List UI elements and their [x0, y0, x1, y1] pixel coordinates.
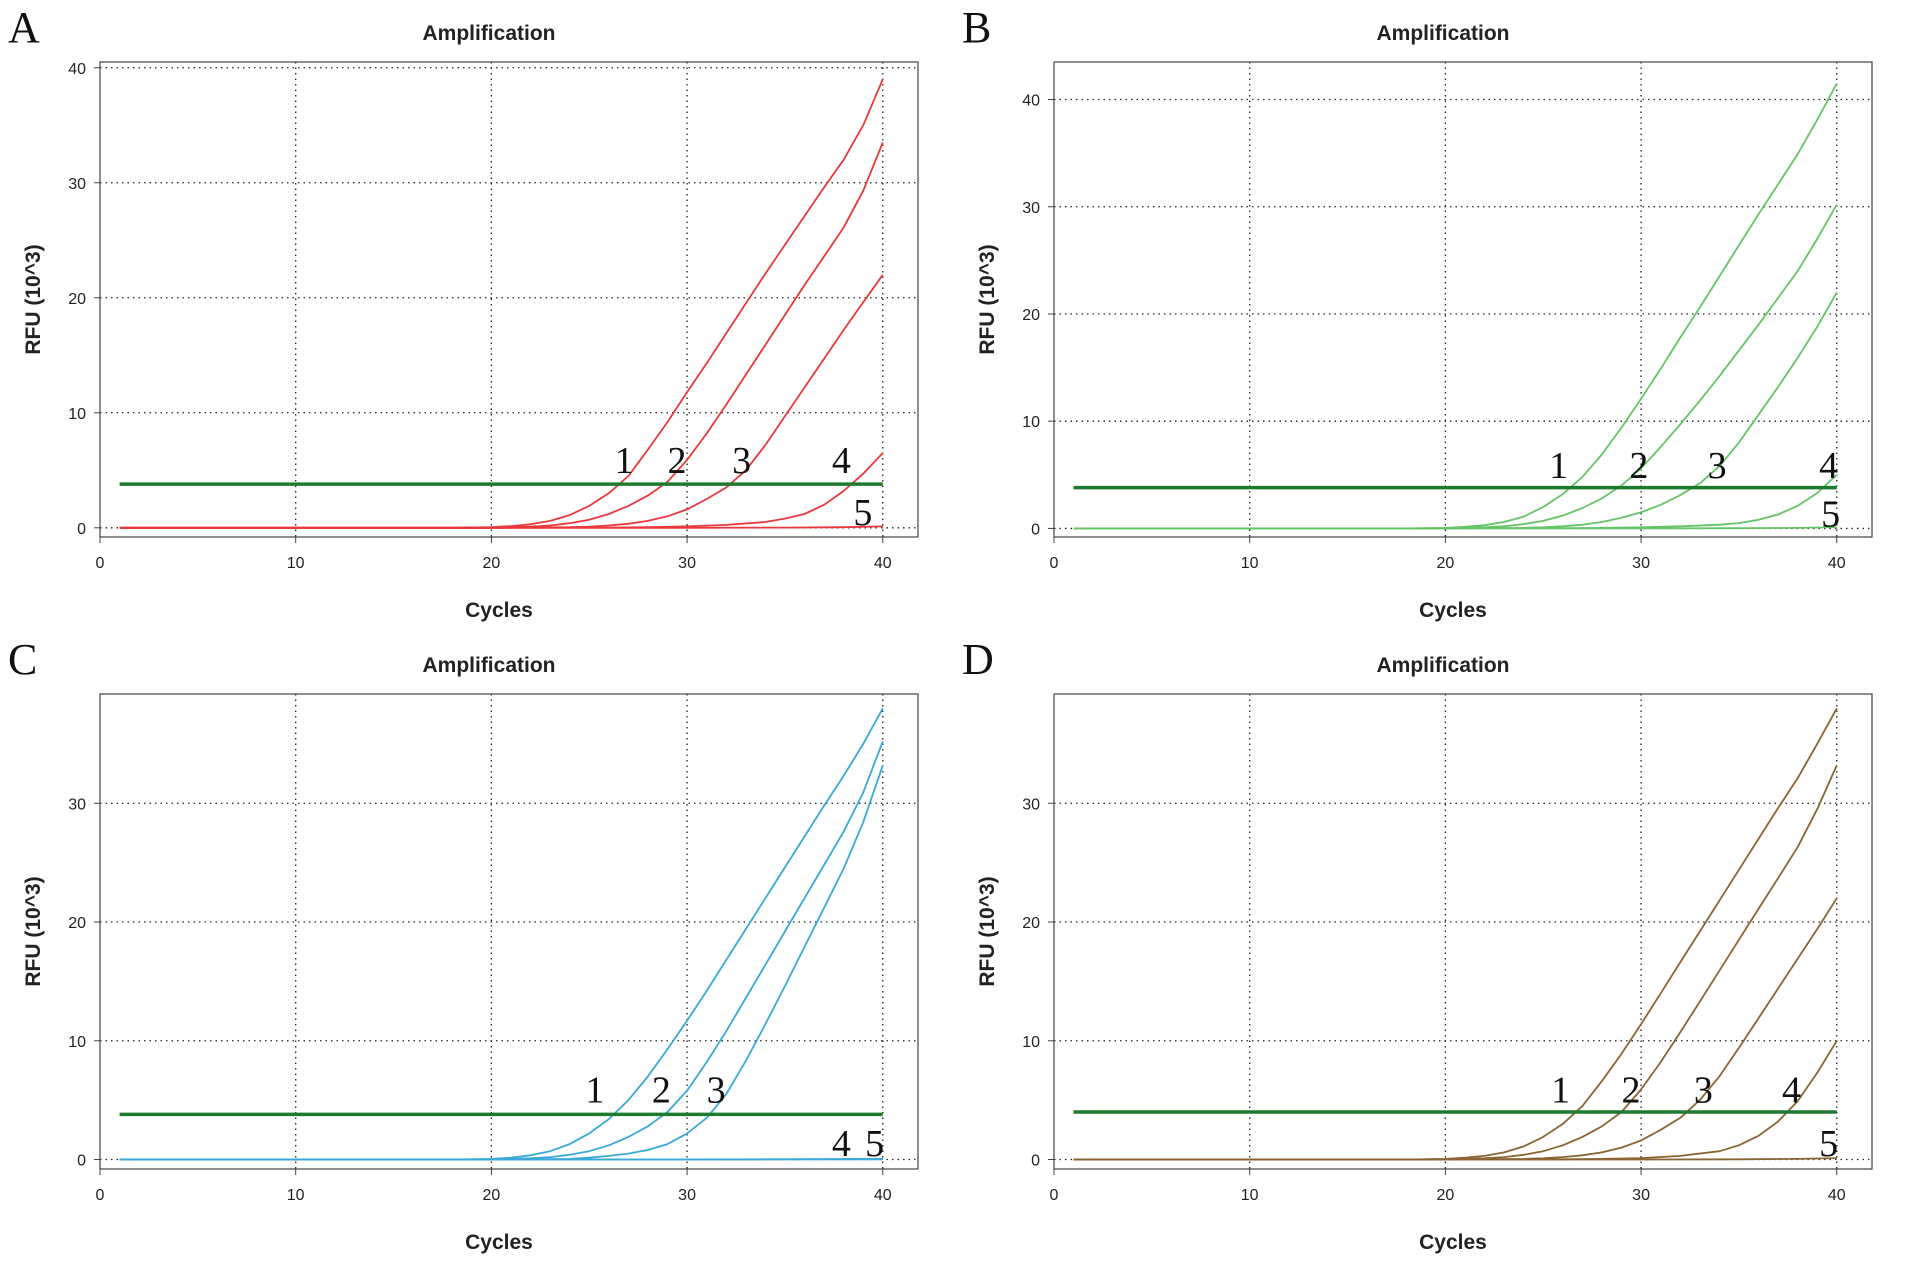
chart-panel-a: A Amplification 0 10 20 30 40 0 10 20 30 40 Cycles RF…	[0, 0, 954, 632]
x-tick-label: 20	[1436, 1187, 1454, 1204]
amplification-curve-3	[119, 274, 884, 529]
amplification-curve-4	[1073, 1040, 1838, 1161]
amplification-curve-1	[119, 707, 884, 1161]
curve-number-label: 2	[668, 440, 687, 482]
curve-number-label: 3	[1708, 445, 1727, 487]
chart-svg-b: B Amplification 0 10 20 30 40 0 10 20 30 40 Cycles RF…	[962, 3, 1873, 622]
y-tick-label: 10	[1022, 1034, 1040, 1051]
amplification-curve-2	[1073, 764, 1838, 1161]
amplification-curve-2	[119, 741, 884, 1161]
curve-number-label: 1	[1549, 445, 1568, 487]
x-axis-label: Cycles	[465, 1231, 533, 1254]
amplification-curve-3	[1073, 292, 1838, 530]
x-tick-label: 30	[678, 555, 696, 572]
y-axis-label: RFU (10^3)	[22, 244, 45, 354]
chart-title: Amplification	[422, 654, 555, 677]
amplification-curve-2	[119, 142, 884, 529]
amplification-curve-1	[1073, 707, 1838, 1161]
amplification-curve-1	[119, 78, 884, 529]
plot-frame	[99, 693, 919, 1170]
curve-number-label: 1	[1551, 1070, 1570, 1112]
amplification-curve-3	[119, 765, 884, 1161]
x-tick-label: 10	[287, 1187, 305, 1204]
x-tick-label: 0	[1050, 1187, 1059, 1204]
x-tick-label: 0	[96, 1187, 105, 1204]
x-tick-label: 0	[96, 555, 105, 572]
curve-number-label: 4	[832, 1123, 851, 1165]
amplification-curve-3	[1073, 897, 1838, 1161]
chart-svg-d: D Amplification 0 10 20 30 40 0 10 20 30 Cycles RFU …	[962, 635, 1873, 1254]
y-tick-label: 40	[1022, 93, 1040, 110]
curve-number-label: 4	[1782, 1070, 1801, 1112]
plot-frame	[1053, 693, 1873, 1170]
y-tick-label: 30	[68, 796, 86, 813]
x-tick-label: 20	[482, 1187, 500, 1204]
x-axis-label: Cycles	[465, 599, 533, 622]
x-tick-label: 40	[1828, 1187, 1846, 1204]
y-axis-label: RFU (10^3)	[22, 876, 45, 986]
y-axis-label: RFU (10^3)	[976, 876, 999, 986]
curve-number-label: 1	[585, 1070, 604, 1112]
chart-svg-c: C Amplification 0 10 20 30 40 0 10 20 30 Cycles RFU …	[8, 635, 919, 1254]
x-axis-label: Cycles	[1419, 599, 1487, 622]
x-axis-label: Cycles	[1419, 1231, 1487, 1254]
y-tick-label: 10	[1022, 414, 1040, 431]
panel-label: D	[962, 635, 994, 684]
x-tick-label: 0	[1050, 555, 1059, 572]
x-tick-label: 30	[1632, 1187, 1650, 1204]
y-tick-label: 30	[1022, 796, 1040, 813]
curve-number-label: 5	[853, 492, 872, 534]
curve-number-label: 3	[1694, 1070, 1713, 1112]
y-tick-label: 0	[1031, 521, 1040, 538]
y-tick-label: 20	[68, 915, 86, 932]
chart-title: Amplification	[422, 22, 555, 45]
amplification-curve-1	[1073, 82, 1838, 530]
x-tick-label: 10	[287, 555, 305, 572]
chart-panel-b: B Amplification 0 10 20 30 40 0 10 20 30 40 Cycles RF…	[954, 0, 1908, 632]
y-tick-label: 10	[68, 1034, 86, 1051]
curve-number-label: 5	[1819, 1123, 1838, 1165]
x-tick-label: 40	[874, 555, 892, 572]
x-tick-label: 40	[1828, 555, 1846, 572]
y-axis-label: RFU (10^3)	[976, 244, 999, 354]
panel-label: B	[962, 3, 991, 52]
curve-number-label: 2	[1629, 445, 1648, 487]
x-tick-label: 30	[678, 1187, 696, 1204]
curve-number-label: 3	[707, 1070, 726, 1112]
curve-number-label: 2	[652, 1070, 671, 1112]
x-tick-label: 40	[874, 1187, 892, 1204]
chart-panel-d: D Amplification 0 10 20 30 40 0 10 20 30 Cycles RFU …	[954, 632, 1908, 1264]
y-tick-label: 20	[1022, 307, 1040, 324]
y-tick-label: 30	[68, 176, 86, 193]
curve-number-label: 5	[1821, 493, 1840, 535]
y-tick-label: 40	[68, 61, 86, 78]
amplification-curve-4	[119, 452, 884, 529]
curve-number-label: 5	[865, 1123, 884, 1165]
curve-number-label: 4	[832, 440, 851, 482]
curve-number-label: 1	[615, 440, 634, 482]
panel-label: C	[8, 635, 37, 684]
x-tick-label: 20	[482, 555, 500, 572]
chart-panel-c: C Amplification 0 10 20 30 40 0 10 20 30 Cycles RFU …	[0, 632, 954, 1264]
y-tick-label: 0	[77, 521, 86, 538]
y-tick-label: 20	[1022, 915, 1040, 932]
plot-frame	[1053, 61, 1873, 538]
y-tick-label: 0	[77, 1153, 86, 1170]
x-tick-label: 30	[1632, 555, 1650, 572]
x-tick-label: 10	[1241, 555, 1259, 572]
chart-svg-a: A Amplification 0 10 20 30 40 0 10 20 30 40 Cycles RF…	[8, 3, 919, 622]
curve-number-label: 3	[732, 440, 751, 482]
chart-title: Amplification	[1376, 22, 1509, 45]
y-tick-label: 10	[68, 406, 86, 423]
y-tick-label: 30	[1022, 200, 1040, 217]
curve-number-label: 2	[1622, 1070, 1641, 1112]
y-tick-label: 0	[1031, 1153, 1040, 1170]
x-tick-label: 10	[1241, 1187, 1259, 1204]
chart-title: Amplification	[1376, 654, 1509, 677]
curve-number-label: 4	[1819, 445, 1838, 487]
panel-label: A	[8, 3, 40, 52]
x-tick-label: 20	[1436, 555, 1454, 572]
y-tick-label: 20	[68, 291, 86, 308]
plot-frame	[99, 61, 919, 538]
